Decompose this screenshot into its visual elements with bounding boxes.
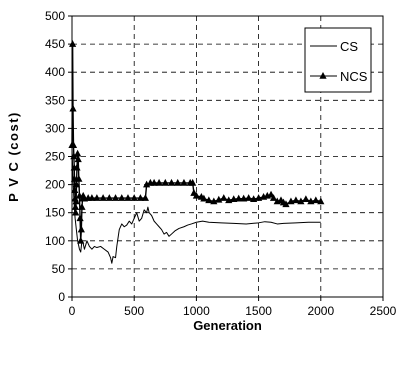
data-point-ncs <box>189 178 197 186</box>
data-point-ncs <box>150 178 158 186</box>
data-point-ncs <box>235 194 243 202</box>
x-tick-label: 2000 <box>307 304 334 318</box>
data-point-ncs <box>200 194 208 202</box>
data-point-ncs <box>180 178 188 186</box>
x-tick-label: 1500 <box>245 304 272 318</box>
y-tick-labels: 0 50 100 150 200 250 300 350 400 450 500 <box>45 9 65 304</box>
data-point-ncs <box>161 178 169 186</box>
x-tick-label: 1000 <box>183 304 210 318</box>
y-tick-label: 500 <box>45 9 65 23</box>
data-point-ncs <box>73 149 82 157</box>
data-point-ncs <box>240 194 248 202</box>
data-point-ncs <box>174 178 182 186</box>
data-point-ncs <box>88 194 96 201</box>
y-tick-label: 450 <box>45 37 65 51</box>
data-point-ncs <box>76 214 84 222</box>
data-point-ncs <box>77 225 85 233</box>
data-point-ncs <box>74 155 82 163</box>
data-point-ncs <box>297 197 305 205</box>
legend-label-cs: CS <box>340 39 358 54</box>
data-point-ncs <box>205 196 213 204</box>
data-point-ncs <box>72 197 80 205</box>
x-axis-title: Generation <box>193 318 262 333</box>
series-line-cs <box>71 145 321 264</box>
data-point-ncs <box>69 141 78 149</box>
data-point-ncs <box>118 194 126 201</box>
tick-marks <box>68 15 384 301</box>
data-point-ncs <box>192 191 200 199</box>
data-point-ncs <box>93 194 101 201</box>
data-point-ncs <box>75 174 83 182</box>
y-tick-label: 350 <box>45 93 65 107</box>
data-point-ncs <box>111 194 120 201</box>
legend-marker-ncs <box>319 72 327 79</box>
y-tick-label: 0 <box>58 290 65 304</box>
data-point-ncs <box>292 196 300 204</box>
x-tick-label: 0 <box>69 304 76 318</box>
data-point-ncs <box>77 236 85 244</box>
data-point-ncs <box>72 208 80 216</box>
data-point-ncs <box>167 178 176 186</box>
data-point-ncs <box>245 194 253 201</box>
x-tick-label: 500 <box>124 304 144 318</box>
y-tick-label: 250 <box>45 150 65 164</box>
data-point-ncs <box>269 194 278 201</box>
data-point-ncs <box>99 194 107 201</box>
y-tick-label: 100 <box>45 234 65 248</box>
y-tick-label: 300 <box>45 121 65 135</box>
y-tick-label: 50 <box>52 262 66 276</box>
y-tick-label: 400 <box>45 65 65 79</box>
data-point-ncs <box>105 194 113 201</box>
legend-box <box>304 27 372 93</box>
y-axis-title: P V C (cost) <box>6 111 21 202</box>
data-point-ncs <box>220 194 228 201</box>
data-point-ncs <box>78 203 86 210</box>
data-point-ncs <box>69 104 77 112</box>
data-point-ncs <box>282 200 290 208</box>
data-point-ncs <box>312 196 320 204</box>
y-tick-label: 150 <box>45 206 65 220</box>
x-tick-labels: 0 500 1000 1500 2000 2500 <box>69 304 397 318</box>
data-point-ncs <box>124 194 132 201</box>
x-tick-label: 2500 <box>370 304 397 318</box>
data-point-ncs <box>141 194 149 201</box>
y-tick-label: 200 <box>45 178 65 192</box>
series-group <box>68 40 325 264</box>
data-point-ncs <box>155 178 163 186</box>
legend: CS NCS <box>304 27 372 93</box>
data-point-ncs <box>230 195 238 203</box>
data-point-ncs <box>136 194 145 201</box>
data-point-ncs <box>71 186 79 194</box>
data-point-ncs <box>69 40 77 47</box>
legend-label-ncs: NCS <box>340 69 368 84</box>
data-point-ncs <box>70 152 78 160</box>
data-point-ncs <box>317 197 325 205</box>
data-point-ncs <box>72 180 81 188</box>
data-point-ncs <box>73 163 81 171</box>
data-point-ncs <box>302 195 310 203</box>
data-point-ncs <box>130 194 138 201</box>
data-point-ncs <box>71 203 80 210</box>
